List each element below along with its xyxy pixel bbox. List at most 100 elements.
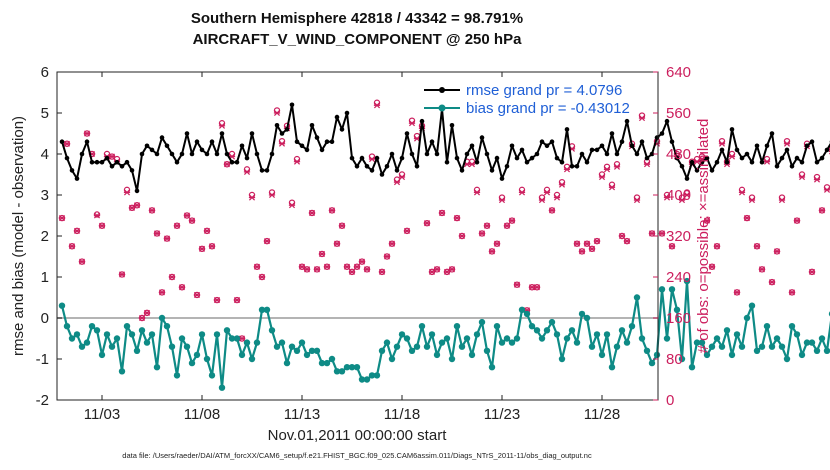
- assimilated-obs-marker: [493, 240, 501, 247]
- rmse-point: [314, 135, 320, 140]
- rmse-point: [684, 176, 690, 181]
- rmse-point: [104, 155, 110, 161]
- rmse-point: [654, 135, 660, 140]
- rmse-point: [239, 143, 245, 149]
- assimilated-obs-marker: [753, 243, 761, 250]
- assimilated-obs-marker: [513, 281, 521, 288]
- possible-obs-marker: [93, 211, 101, 218]
- assimilated-obs-marker: [68, 243, 76, 250]
- tick-layer: -2-1012345608016024032040048056064011/03…: [36, 64, 691, 423]
- bias-point: [443, 335, 451, 342]
- rmse-point: [284, 127, 290, 132]
- assimilated-obs-marker: [573, 240, 581, 247]
- rmse-point: [249, 131, 255, 136]
- bias-point: [373, 372, 381, 379]
- assimilated-obs-marker: [763, 158, 771, 165]
- bias-point: [278, 339, 286, 346]
- bias-point: [313, 347, 321, 354]
- right-y-tick-label: 640: [666, 64, 691, 81]
- bias-point: [243, 339, 251, 346]
- assimilated-obs-marker: [93, 212, 101, 219]
- rmse-point: [319, 147, 325, 153]
- bias-point: [128, 331, 136, 338]
- bias-point: [538, 335, 546, 342]
- assimilated-obs-marker: [133, 202, 141, 209]
- assimilated-obs-marker: [138, 314, 146, 322]
- right-y-tick-label: 480: [666, 146, 691, 163]
- assimilated-obs-marker: [123, 189, 131, 196]
- assimilated-obs-marker: [313, 266, 321, 273]
- assimilated-obs-marker: [593, 238, 601, 245]
- bias-point: [108, 343, 116, 350]
- rmse-point: [604, 151, 610, 157]
- bias-point: [598, 351, 606, 359]
- bias-point: [678, 355, 686, 363]
- assimilated-obs-marker: [338, 222, 346, 229]
- assimilated-obs-marker: [458, 232, 466, 240]
- rmse-point: [344, 110, 350, 116]
- x-axis-label: Nov.01,2011 00:00:00 start: [268, 427, 448, 444]
- bias-point: [428, 331, 436, 338]
- bias-point: [378, 347, 386, 354]
- assimilated-obs-marker: [153, 230, 161, 237]
- bias-point: [233, 335, 241, 342]
- y-tick-label: 1: [41, 269, 49, 286]
- bias-point: [198, 331, 206, 338]
- assimilated-obs-marker: [558, 181, 566, 188]
- bias-point: [318, 359, 326, 367]
- bias-point: [713, 335, 721, 342]
- bias-point: [393, 343, 401, 350]
- assimilated-obs-marker: [303, 266, 311, 273]
- bias-point: [563, 335, 571, 342]
- rmse-point: [209, 139, 215, 144]
- legend-rmse-label: rmse grand pr = 4.0796: [466, 82, 622, 99]
- assimilated-obs-marker: [83, 130, 91, 137]
- rmse-point: [139, 151, 145, 157]
- assimilated-obs-marker: [253, 263, 261, 270]
- y-tick-label: -1: [36, 351, 49, 368]
- assimilated-obs-marker: [208, 243, 216, 250]
- assimilated-obs-marker: [183, 212, 191, 219]
- assimilated-obs-marker: [608, 184, 616, 191]
- assimilated-obs-marker: [328, 207, 336, 214]
- bias-point: [788, 323, 796, 330]
- bias-point: [103, 331, 111, 338]
- rmse-point: [764, 143, 770, 149]
- bias-point: [628, 323, 636, 330]
- assimilated-obs-marker: [638, 115, 646, 122]
- y-tick-label: 0: [41, 310, 49, 327]
- bias-point: [798, 351, 806, 359]
- assimilated-obs-marker: [758, 266, 766, 273]
- rmse-point: [194, 139, 200, 144]
- bias-point: [133, 347, 141, 354]
- bias-point: [618, 327, 626, 334]
- rmse-point: [724, 159, 730, 165]
- bias-point: [143, 339, 151, 346]
- rmse-point: [369, 168, 375, 173]
- bias-point: [63, 323, 71, 330]
- bias-point: [668, 286, 676, 293]
- bias-point: [723, 327, 731, 334]
- assimilated-obs-marker: [438, 209, 446, 216]
- rmse-point: [169, 151, 175, 157]
- rmse-point: [554, 155, 560, 161]
- assimilated-obs-marker: [563, 166, 571, 173]
- y-tick-label: 2: [41, 228, 49, 245]
- assimilated-obs-marker: [643, 161, 651, 168]
- obs-count-markers: [58, 99, 830, 342]
- assimilated-obs-marker: [408, 120, 416, 127]
- assimilated-obs-marker: [108, 153, 116, 160]
- assimilated-obs-marker: [218, 122, 226, 129]
- rmse-point: [414, 164, 420, 169]
- x-tick-label: 11/03: [84, 406, 120, 423]
- bias-point: [643, 347, 651, 354]
- bias-point: [783, 355, 791, 363]
- bias-point: [388, 355, 396, 363]
- bias-point: [663, 335, 671, 342]
- assimilated-obs-marker: [58, 215, 66, 222]
- rmse-point: [404, 131, 410, 136]
- bias-point: [368, 372, 376, 379]
- rmse-point: [734, 147, 740, 153]
- assimilated-obs-marker: [298, 263, 306, 270]
